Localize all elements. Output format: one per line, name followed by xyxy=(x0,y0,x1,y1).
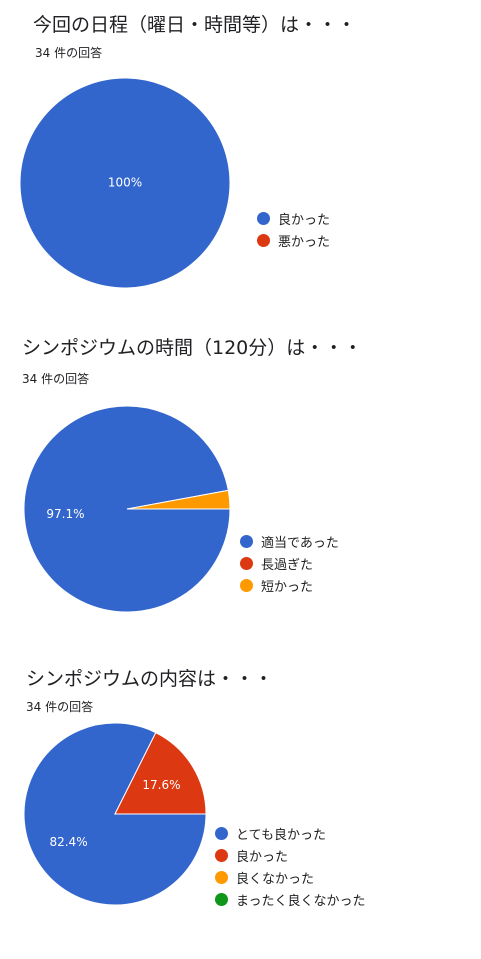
response-count: 34 件の回答 xyxy=(35,46,103,60)
slice-data-label: 17.6% xyxy=(142,778,180,792)
question-title: 今回の日程（曜日・時間等）は・・・ xyxy=(33,14,357,36)
slice-data-label: 100% xyxy=(108,176,142,190)
legend-label: 悪かった xyxy=(278,234,331,250)
legend-swatch xyxy=(240,578,253,592)
legend-item: 良くなかった xyxy=(215,866,365,888)
pie-slice xyxy=(19,77,231,289)
slice-data-label: 82.4% xyxy=(49,835,87,849)
legend-item: 短かった xyxy=(240,574,339,596)
pie-chart: 82.4% 17.6% xyxy=(23,722,207,906)
legend-swatch xyxy=(215,870,228,884)
response-count: 34 件の回答 xyxy=(22,372,90,386)
question-title: シンポジウムの時間（120分）は・・・ xyxy=(22,337,363,359)
legend-item: 良かった xyxy=(215,844,365,866)
pie-chart: 100% xyxy=(19,77,231,289)
slice-data-label: 97.1% xyxy=(46,507,84,521)
chart-section-duration: シンポジウムの時間（120分）は・・・ 34 件の回答 97.1% 適当であった… xyxy=(22,337,363,613)
legend-label: 良くなかった xyxy=(236,871,315,887)
legend-swatch xyxy=(257,233,270,247)
legend-swatch xyxy=(215,826,228,840)
pie-chart: 97.1% xyxy=(23,405,231,613)
legend-label: 良かった xyxy=(236,849,289,865)
response-count: 34 件の回答 xyxy=(26,700,94,714)
legend-label: 長過ぎた xyxy=(261,557,314,573)
legend-label: とても良かった xyxy=(236,827,326,843)
legend-swatch xyxy=(215,892,228,906)
legend-item: まったく良くなかった xyxy=(215,888,365,910)
legend-label: まったく良くなかった xyxy=(236,893,366,909)
legend-item: 悪かった xyxy=(257,229,330,251)
chart-legend: 良かった 悪かった xyxy=(257,207,330,251)
legend-label: 短かった xyxy=(261,579,314,595)
legend-item: 良かった xyxy=(257,207,330,229)
question-title: シンポジウムの内容は・・・ xyxy=(26,668,274,690)
pie-slice xyxy=(126,489,231,510)
legend-swatch xyxy=(257,211,270,225)
legend-swatch xyxy=(240,534,253,548)
chart-section-schedule: 今回の日程（曜日・時間等）は・・・ 34 件の回答 100% 良かった悪かった xyxy=(0,0,481,310)
legend-swatch xyxy=(240,556,253,570)
legend-label: 適当であった xyxy=(261,535,339,551)
legend-label: 良かった xyxy=(278,212,331,228)
legend-item: 長過ぎた xyxy=(240,552,339,574)
legend-item: とても良かった xyxy=(215,822,365,844)
chart-legend: とても良かった 良かった良くなかったまったく良くなかった xyxy=(215,822,365,910)
legend-swatch xyxy=(215,848,228,862)
pie-slice xyxy=(114,731,207,815)
chart-legend: 適当であった 長過ぎた短かった xyxy=(240,530,339,596)
legend-item: 適当であった xyxy=(240,530,339,552)
